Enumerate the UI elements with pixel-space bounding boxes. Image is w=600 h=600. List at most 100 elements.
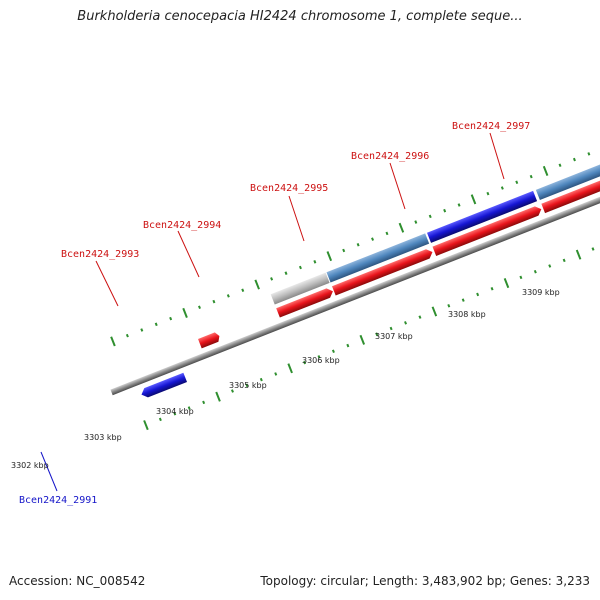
minor-tick	[572, 157, 576, 162]
major-tick	[542, 165, 549, 176]
minor-tick	[303, 360, 307, 365]
gene-label-2995[interactable]: Bcen2424_2995	[250, 183, 328, 194]
minor-tick	[313, 260, 317, 264]
gene-label-2991[interactable]: Bcen2424_2991	[19, 495, 97, 506]
gene-bar-2993[interactable]	[270, 272, 330, 305]
leader-line	[95, 260, 119, 307]
minor-tick	[140, 328, 144, 332]
gene-label-2994[interactable]: Bcen2424_2994	[143, 220, 221, 231]
minor-tick	[428, 214, 432, 219]
accession-text: Accession: NC_008542	[9, 574, 146, 588]
major-tick	[110, 336, 116, 347]
minor-tick	[346, 343, 350, 348]
leader-line	[40, 451, 58, 492]
kbp-label: 3309 kbp	[522, 288, 560, 297]
minor-tick	[125, 333, 129, 338]
minor-tick	[562, 258, 566, 263]
chromosome-backbone	[110, 111, 600, 396]
major-tick	[575, 249, 582, 260]
cds-arrow[interactable]	[332, 247, 434, 296]
leader-line	[177, 230, 200, 278]
minor-tick	[298, 265, 302, 270]
minor-tick	[587, 152, 591, 156]
cds-arrow-reverse[interactable]	[140, 372, 188, 400]
minor-tick	[331, 349, 335, 353]
minor-tick	[270, 277, 274, 281]
minor-tick	[418, 315, 422, 319]
minor-tick	[342, 248, 346, 253]
kbp-label: 3303 kbp	[84, 433, 122, 442]
cds-forward-row	[198, 168, 600, 349]
minor-tick	[212, 299, 216, 304]
minor-tick	[404, 321, 408, 325]
major-tick	[182, 307, 188, 318]
major-tick	[470, 194, 477, 205]
cds-arrow[interactable]	[541, 168, 600, 214]
minor-tick	[414, 220, 418, 224]
minor-tick	[490, 286, 494, 291]
cds-arrow[interactable]	[198, 331, 221, 349]
minor-tick	[476, 292, 480, 297]
kbp-label: 3302 kbp	[11, 461, 49, 470]
major-tick	[215, 391, 221, 402]
gene-label-2997[interactable]: Bcen2424_2997	[452, 121, 530, 132]
minor-tick	[529, 174, 533, 179]
minor-tick	[519, 275, 523, 280]
major-tick	[326, 251, 333, 262]
gene-bar-2996[interactable]	[535, 154, 600, 201]
minor-tick	[443, 208, 447, 213]
minor-tick	[198, 305, 201, 310]
minor-tick	[515, 180, 519, 185]
minor-tick	[230, 389, 234, 393]
minor-tick	[187, 406, 191, 410]
minor-tick	[548, 264, 552, 268]
gene-label-2996[interactable]: Bcen2424_2996	[351, 151, 429, 162]
kbp-label: 3306 kbp	[302, 356, 340, 365]
map-title: Burkholderia cenocepacia HI2424 chromoso…	[77, 9, 523, 24]
minor-tick	[558, 163, 562, 168]
gene-label-2993[interactable]: Bcen2424_2993	[61, 249, 139, 260]
minor-tick	[486, 191, 490, 196]
minor-tick	[375, 332, 379, 336]
minor-tick	[169, 316, 173, 321]
major-tick	[254, 279, 260, 290]
minor-tick	[447, 304, 451, 308]
minor-tick	[500, 186, 504, 190]
minor-tick	[158, 417, 162, 422]
minor-tick	[356, 243, 360, 247]
leader-line	[288, 195, 305, 242]
gene-bar-2995[interactable]	[426, 190, 538, 243]
minor-tick	[317, 355, 321, 359]
major-tick	[287, 363, 293, 374]
cds-arrow[interactable]	[276, 287, 335, 318]
minor-tick	[274, 372, 278, 376]
major-tick	[143, 420, 149, 431]
minor-tick	[173, 411, 177, 416]
outer-tick-row	[110, 152, 591, 347]
leader-line	[389, 162, 406, 210]
kbp-label-layer: 3302 kbp 3303 kbp 3304 kbp 3305 kbp 3306…	[11, 288, 560, 470]
minor-tick	[226, 294, 230, 298]
genome-summary-text: Topology: circular; Length: 3,483,902 bp…	[260, 574, 590, 588]
kbp-label: 3304 kbp	[156, 407, 194, 416]
gene-row	[270, 154, 600, 305]
minor-tick	[461, 298, 465, 302]
kbp-label: 3305 kbp	[229, 381, 267, 390]
minor-tick	[245, 383, 249, 388]
minor-tick	[241, 288, 245, 292]
minor-tick	[259, 377, 263, 382]
gene-label-layer: Bcen2424_2991 Bcen2424_2993 Bcen2424_299…	[19, 121, 530, 506]
minor-tick	[154, 322, 158, 327]
kbp-label: 3308 kbp	[448, 310, 486, 319]
cds-arrow[interactable]	[432, 205, 543, 256]
major-tick	[359, 334, 366, 345]
minor-tick	[371, 237, 375, 241]
minor-tick	[389, 326, 393, 331]
major-tick	[398, 222, 405, 233]
minor-tick	[533, 269, 537, 274]
gene-bar-2994[interactable]	[326, 233, 430, 283]
major-tick	[431, 306, 438, 317]
major-tick	[503, 278, 510, 289]
leader-line	[489, 132, 505, 180]
